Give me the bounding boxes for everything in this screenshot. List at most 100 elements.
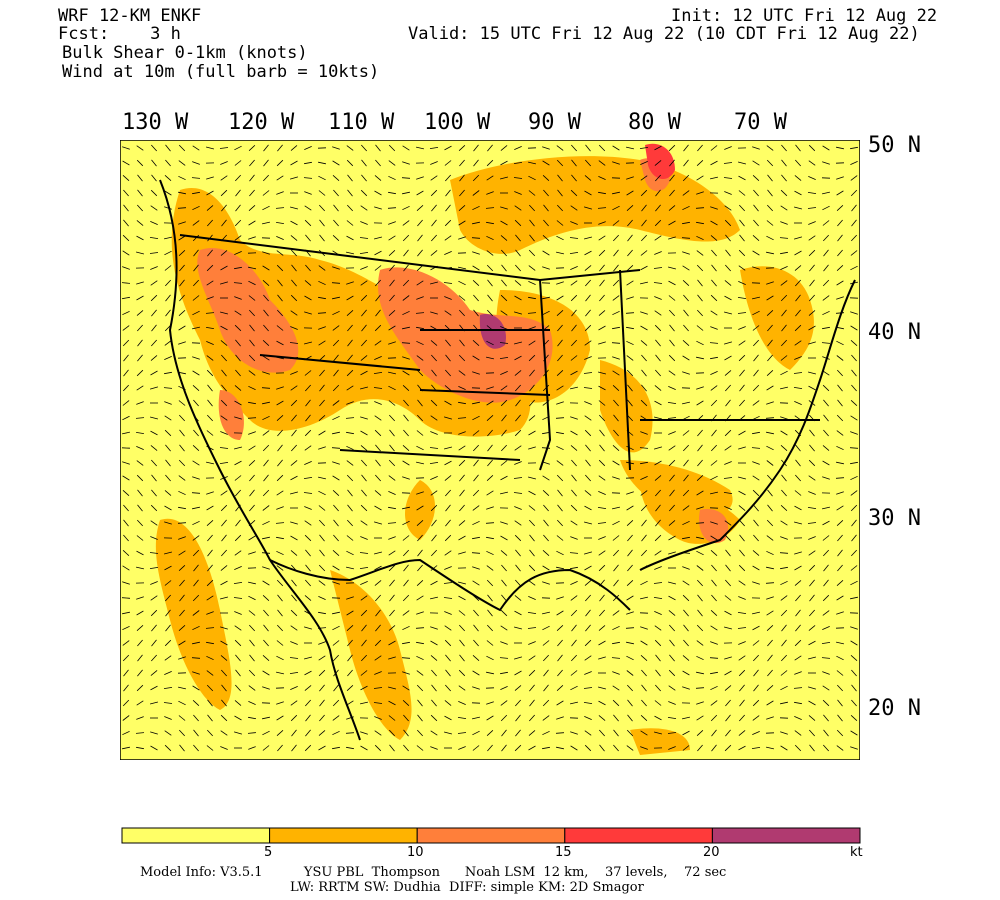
wind-barb	[445, 654, 451, 662]
wind-barb	[417, 414, 423, 422]
wind-barb	[752, 581, 760, 585]
wind-barb	[641, 534, 647, 542]
wind-barb	[234, 251, 242, 255]
wind-barb	[514, 429, 522, 437]
wind-barb	[584, 415, 592, 421]
wind-barb	[248, 535, 256, 541]
wind-barb	[221, 354, 227, 362]
wind-barb	[472, 655, 480, 661]
wind-barb	[458, 551, 466, 555]
wind-barb	[429, 147, 439, 149]
wind-barb	[485, 522, 495, 524]
wind-barb	[304, 311, 312, 315]
wind-barb	[235, 354, 241, 362]
wind-barb	[178, 459, 186, 467]
wind-barb	[753, 519, 759, 527]
wind-barb	[459, 639, 465, 647]
wind-barb	[696, 506, 704, 510]
wind-barb	[598, 640, 606, 646]
wind-barb	[207, 234, 213, 242]
wind-barb	[515, 549, 521, 557]
wind-barb	[472, 505, 480, 511]
wind-barb	[402, 370, 410, 376]
wind-barb	[823, 414, 829, 422]
wind-barb	[263, 459, 269, 467]
wind-barb	[220, 714, 228, 722]
wind-barb	[515, 384, 521, 392]
wind-barb	[794, 206, 802, 210]
wind-barb	[165, 309, 171, 317]
wind-barb	[487, 144, 493, 152]
wind-barb	[822, 205, 830, 211]
wind-barb	[389, 729, 395, 737]
wind-barb	[654, 731, 662, 735]
wind-barb	[725, 414, 731, 422]
wind-barb	[206, 146, 214, 150]
wind-barb	[655, 489, 661, 497]
wind-barb	[570, 221, 578, 225]
wind-barb	[150, 685, 158, 691]
wind-barb	[150, 520, 158, 526]
wind-barb	[682, 505, 690, 511]
lat-label-40n: 40 N	[868, 320, 921, 345]
wind-barb	[584, 401, 592, 405]
wind-barb	[528, 354, 536, 362]
wind-barb	[682, 265, 690, 271]
wind-barb	[823, 564, 829, 572]
wind-barb	[304, 744, 312, 752]
wind-barb	[541, 447, 551, 449]
wind-barb	[123, 504, 129, 512]
wind-barb	[767, 339, 773, 347]
wind-barb	[585, 459, 591, 467]
wind-barb	[444, 611, 452, 615]
wind-barb	[599, 744, 605, 752]
wind-barb	[305, 414, 311, 422]
wind-barb	[725, 264, 731, 272]
wind-barb	[206, 670, 214, 676]
wind-barb	[836, 355, 844, 361]
wind-barb	[178, 625, 186, 631]
wind-barb	[443, 416, 453, 420]
wind-barb	[388, 564, 396, 572]
wind-barb	[234, 219, 242, 227]
wind-barb	[682, 340, 690, 346]
wind-barb	[807, 207, 817, 209]
lon-label-70w: 70 W	[734, 110, 787, 135]
wind-barb	[122, 581, 130, 585]
wind-barb	[318, 175, 326, 181]
wind-barb	[654, 385, 662, 391]
wind-barb	[569, 552, 579, 554]
wind-barb	[599, 609, 605, 617]
colorbar-segment	[564, 827, 713, 844]
wind-barb	[233, 282, 243, 284]
wind-barb	[696, 730, 704, 736]
wind-barb	[403, 264, 409, 272]
wind-barb	[556, 251, 564, 255]
wind-barb	[206, 491, 214, 495]
wind-barb	[137, 669, 143, 677]
wind-barb	[668, 431, 676, 435]
wind-barb	[737, 612, 747, 614]
wind-barb	[851, 234, 857, 242]
wind-barb	[346, 625, 354, 631]
wind-barb	[416, 264, 424, 272]
wind-barb	[333, 189, 339, 197]
wind-barb	[262, 371, 270, 375]
wind-barb	[375, 609, 381, 617]
wind-barb	[262, 716, 270, 720]
wind-barb	[248, 280, 256, 286]
wind-barb	[837, 369, 843, 377]
wind-barb	[431, 684, 437, 692]
wind-barb	[206, 595, 214, 601]
wind-barb	[164, 730, 172, 736]
wind-barb	[136, 145, 144, 151]
colorbar-unit: kt	[850, 845, 863, 860]
wind-barb	[165, 144, 171, 152]
wind-barb	[472, 430, 480, 436]
wind-barb	[277, 309, 283, 317]
wind-barb	[178, 656, 186, 660]
wind-barb	[206, 611, 214, 615]
wind-barb	[598, 176, 606, 180]
wind-barb	[781, 624, 787, 632]
wind-barb	[347, 354, 353, 362]
